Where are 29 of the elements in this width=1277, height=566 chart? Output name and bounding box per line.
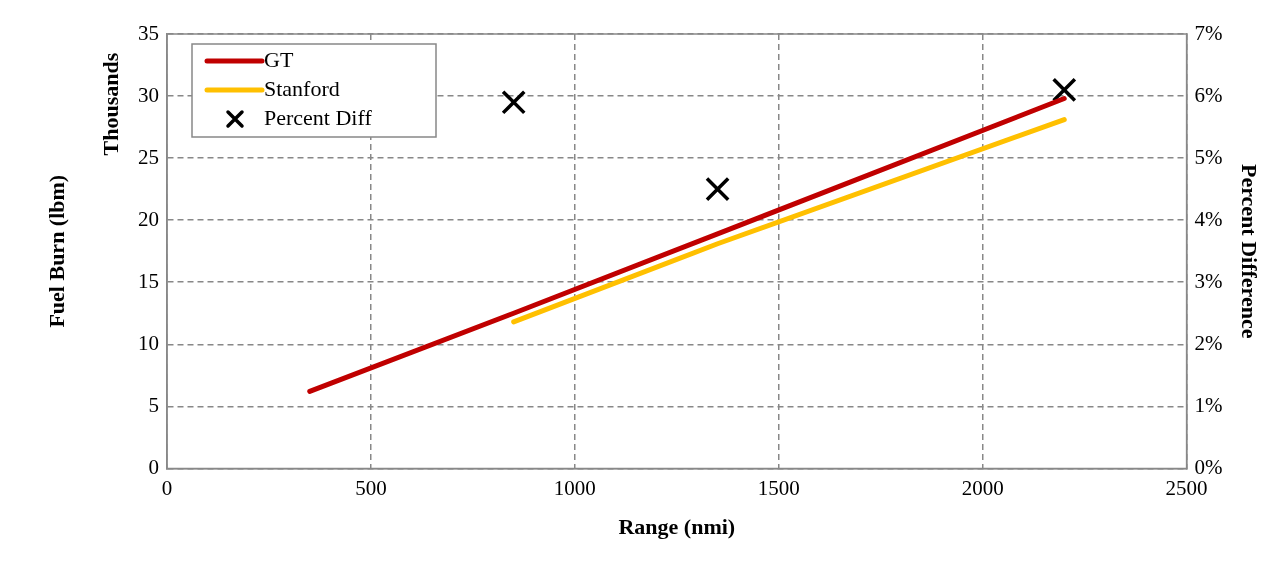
- y-tick-label: 20: [138, 206, 159, 231]
- y2-tick-label: 1%: [1194, 392, 1223, 417]
- y-tick-label: 15: [138, 268, 159, 293]
- y-tick-label: 25: [138, 144, 159, 169]
- text: Thousands: [97, 52, 123, 156]
- x-tick-label: 2000: [961, 475, 1004, 500]
- y-tick-label: 0: [148, 454, 159, 479]
- point: [501, 89, 527, 115]
- x-tick-label: 1500: [757, 475, 800, 500]
- y-tick-label: 10: [138, 330, 159, 355]
- y-axis-title: Fuel Burn (lbm): [43, 174, 69, 328]
- y2-tick-label: 4%: [1194, 206, 1223, 231]
- x-tick-label: 500: [355, 475, 387, 500]
- legend-label: Stanford: [264, 75, 340, 101]
- y2-tick-label: 5%: [1194, 144, 1223, 169]
- x-tick-label: 1000: [553, 475, 596, 500]
- y2-tick-label: 6%: [1194, 82, 1223, 107]
- point: [1051, 77, 1077, 103]
- y-tick-label: 35: [138, 20, 159, 45]
- y2-tick-label: 2%: [1194, 330, 1223, 355]
- legend-label: GT: [264, 46, 294, 72]
- legend-label: Percent Diff: [264, 104, 373, 130]
- y2-tick-label: 7%: [1194, 20, 1223, 45]
- y-tick-label: 5: [148, 392, 159, 417]
- y-tick-label: 30: [138, 82, 159, 107]
- x-axis-title: Range (nmi): [618, 514, 736, 540]
- y2-tick-label: 3%: [1194, 268, 1223, 293]
- y2-axis-title: Percent Difference: [1237, 163, 1263, 339]
- point: [705, 176, 730, 202]
